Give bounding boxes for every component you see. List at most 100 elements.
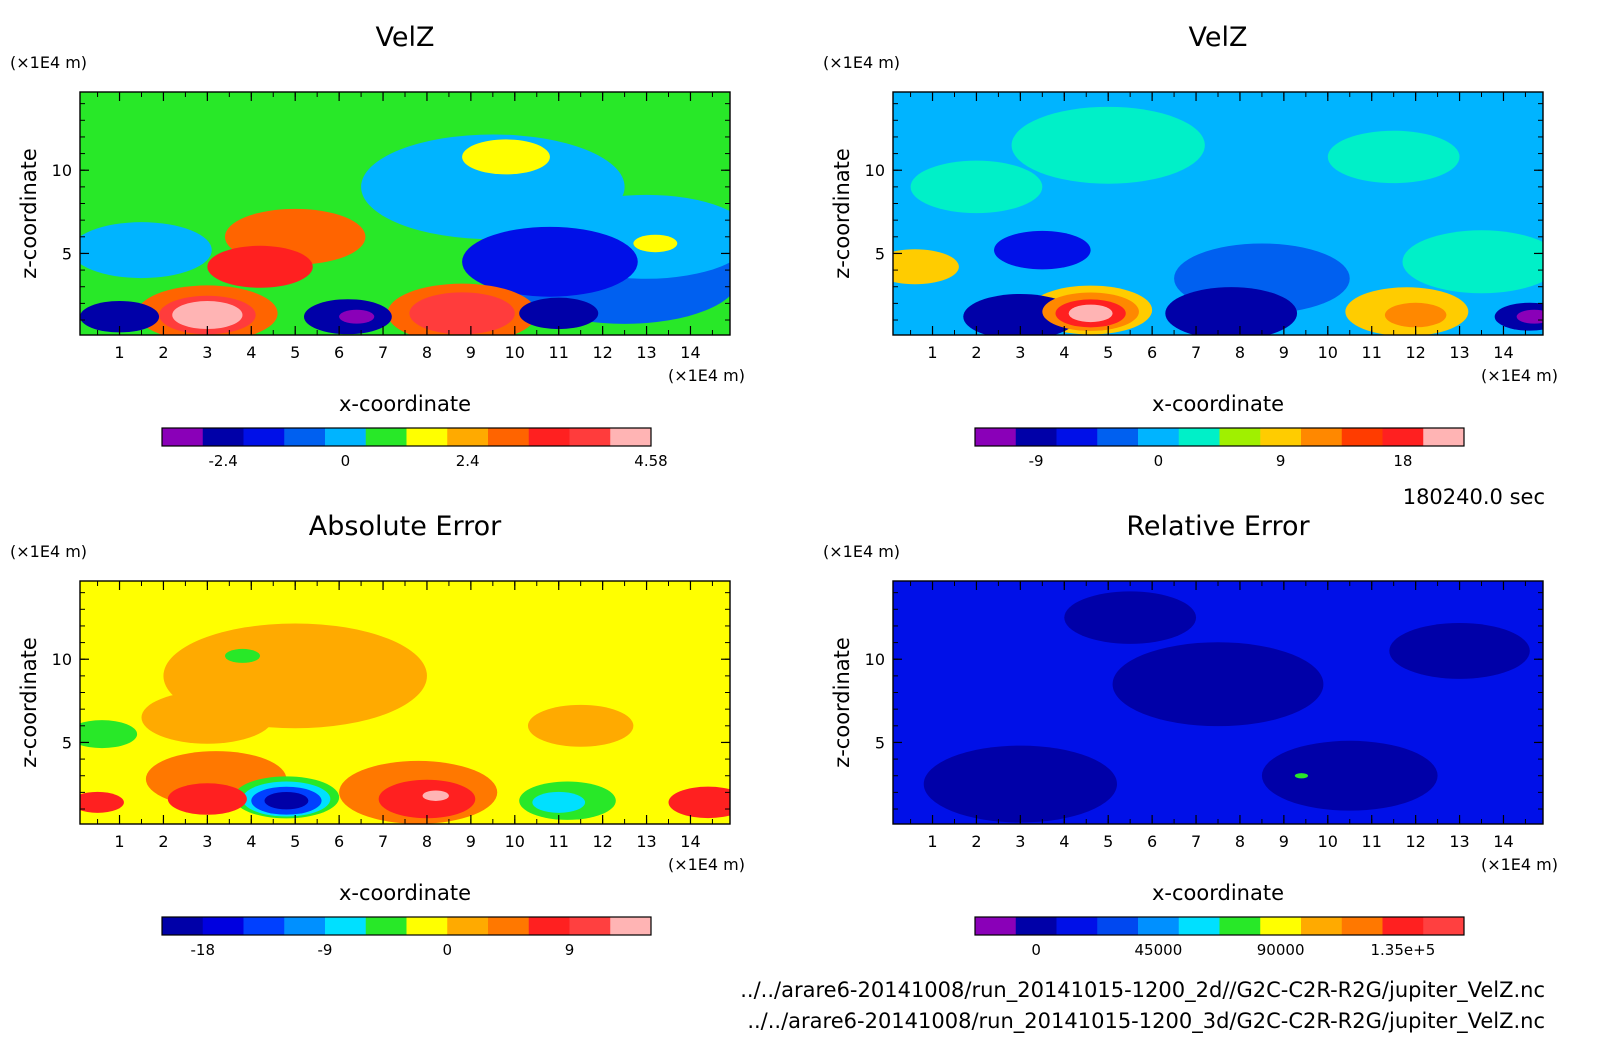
x-tick-label: 2 (158, 343, 168, 362)
colorbar-tick-label: 9 (565, 941, 575, 959)
colorbar-swatch (610, 428, 652, 446)
x-tick-label: 6 (1147, 832, 1157, 851)
colorbar-swatch (1219, 917, 1261, 935)
colorbar-swatch (284, 428, 326, 446)
x-unit-label: (×1E4 m) (668, 855, 745, 874)
x-tick-label: 9 (466, 343, 476, 362)
contour-blob (1294, 773, 1309, 779)
colorbar-tick-label: 0 (442, 941, 452, 959)
contour-blob (1402, 230, 1543, 294)
x-tick-label: 10 (505, 343, 525, 362)
x-tick-label: 14 (680, 343, 700, 362)
x-tick-label: 13 (636, 343, 656, 362)
x-tick-label: 7 (1191, 343, 1201, 362)
colorbar-swatch (447, 428, 489, 446)
colorbar-tick-label: 0 (341, 452, 351, 470)
x-tick-label: 3 (202, 832, 212, 851)
colorbar-swatch (610, 917, 652, 935)
contour-blob (80, 791, 124, 813)
colorbar-swatch (1301, 428, 1343, 446)
file-path-3d: ../../arare6-20141008/run_20141015-1200_… (747, 1009, 1545, 1034)
x-tick-label: 14 (1493, 832, 1513, 851)
x-tick-label: 5 (1103, 832, 1113, 851)
colorbar-swatch (1341, 917, 1383, 935)
colorbar-tick-label: 2.4 (456, 452, 480, 470)
colorbar-swatch (243, 917, 285, 935)
x-tick-label: 12 (592, 832, 612, 851)
y-axis-label: z-coordinate (830, 637, 854, 768)
colorbar-swatch (488, 428, 530, 446)
x-tick-label: 3 (202, 343, 212, 362)
colorbar-tick-label: -2.4 (208, 452, 237, 470)
contour-blob (422, 790, 449, 801)
y-axis-label: z-coordinate (17, 637, 41, 768)
y-unit-label: (×1E4 m) (10, 542, 87, 561)
contour-blob (1011, 106, 1205, 184)
contour-blob (409, 292, 515, 335)
colorbar-swatch (447, 917, 489, 935)
colorbar-frame (161, 427, 652, 447)
chart-title: Absolute Error (309, 511, 502, 542)
colorbar-swatch (1178, 917, 1220, 935)
x-tick-label: 9 (1279, 832, 1289, 851)
contour-field (893, 581, 1543, 824)
contour-blob (207, 245, 313, 288)
colorbar-swatch (284, 917, 326, 935)
contour-blob (1516, 309, 1543, 324)
contour-blob (527, 704, 634, 747)
contour-blob (532, 791, 586, 813)
colorbar-tick-label: 4.58 (634, 452, 667, 470)
contour-blob (633, 234, 678, 253)
colorbar-swatch (365, 428, 407, 446)
colorbar-swatch (1097, 428, 1139, 446)
contour-blob (893, 249, 959, 285)
x-tick-label: 9 (1279, 343, 1289, 362)
colorbar-swatch (406, 428, 448, 446)
contour-blob (339, 309, 375, 324)
y-tick-label: 10 (52, 650, 72, 669)
colorbar: -9 0 9 18 (974, 427, 1465, 470)
x-tick-label: 1 (114, 343, 124, 362)
x-tick-label: 12 (1405, 832, 1425, 851)
colorbar-tick-label: 0 (1031, 941, 1041, 959)
file-path-2d: ../../arare6-20141008/run_20141015-1200_… (740, 978, 1545, 1003)
y-unit-label: (×1E4 m) (10, 53, 87, 72)
colorbar-tick-label: 45000 (1135, 941, 1183, 959)
time-label: 180240.0 sec (1403, 485, 1545, 509)
x-axis-label: x-coordinate (1152, 881, 1284, 905)
contour-blob (172, 301, 243, 330)
contour-blob (910, 160, 1043, 214)
chart-title: Relative Error (1126, 511, 1310, 542)
colorbar-swatch (1138, 917, 1180, 935)
colorbar-swatch (569, 428, 611, 446)
contour-blob (923, 745, 1117, 823)
x-tick-label: 13 (636, 832, 656, 851)
contour-blob (1165, 287, 1298, 335)
colorbar-swatch (325, 917, 367, 935)
colorbar-frame (974, 427, 1465, 447)
x-unit-label: (×1E4 m) (668, 366, 745, 385)
contour-blob (1068, 304, 1113, 323)
x-tick-label: 8 (422, 343, 432, 362)
colorbar-swatch (528, 917, 570, 935)
x-tick-label: 3 (1015, 343, 1025, 362)
contour-blob (80, 720, 138, 749)
contour-blob (167, 783, 247, 815)
contour-blob (994, 230, 1091, 270)
colorbar-swatch (1341, 428, 1383, 446)
x-tick-label: 14 (1493, 343, 1513, 362)
colorbar-swatch (325, 428, 367, 446)
x-tick-label: 8 (1235, 832, 1245, 851)
x-tick-label: 6 (334, 832, 344, 851)
x-unit-label: (×1E4 m) (1481, 366, 1558, 385)
y-unit-label: (×1E4 m) (823, 53, 900, 72)
colorbar-tick-label: 0 (1154, 452, 1164, 470)
colorbar-swatch (1138, 428, 1180, 446)
colorbar-swatch (1260, 917, 1302, 935)
x-axis-label: x-coordinate (339, 881, 471, 905)
colorbar: -2.4 0 2.4 4.58 (161, 427, 668, 470)
colorbar-tick-label: 90000 (1257, 941, 1305, 959)
contour-blob (141, 691, 274, 744)
colorbar-swatch (1178, 428, 1220, 446)
